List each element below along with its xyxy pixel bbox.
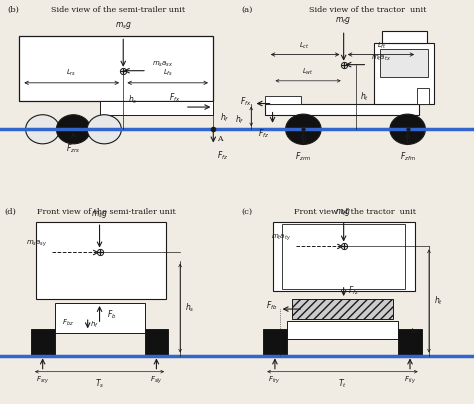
Text: $h_f$: $h_f$ — [235, 113, 244, 126]
Text: $T_s$: $T_s$ — [95, 378, 104, 390]
Text: $F_{fz}$: $F_{fz}$ — [217, 149, 228, 162]
Text: Side view of the semi-trailer unit: Side view of the semi-trailer unit — [52, 6, 185, 14]
Text: Side view of the tractor  unit: Side view of the tractor unit — [309, 6, 426, 14]
Text: $h_s$: $h_s$ — [128, 94, 137, 106]
Text: $m_t g$: $m_t g$ — [336, 15, 352, 26]
Bar — [287, 321, 398, 339]
Circle shape — [56, 115, 91, 144]
Text: $F_{sry}$: $F_{sry}$ — [36, 375, 49, 386]
Bar — [398, 329, 422, 356]
Bar — [282, 224, 405, 289]
Text: Front view of the semi-trailer unit: Front view of the semi-trailer unit — [37, 208, 176, 216]
Text: $m_t g$: $m_t g$ — [336, 207, 352, 218]
Bar — [265, 104, 419, 115]
Text: $F_{fz}$: $F_{fz}$ — [258, 128, 269, 140]
Text: $T_t$: $T_t$ — [338, 378, 347, 390]
Text: $F_{fb}$: $F_{fb}$ — [266, 300, 277, 312]
Text: $F_{sly}$: $F_{sly}$ — [150, 375, 163, 386]
Bar — [292, 299, 393, 319]
Text: $L_{rs}$: $L_{rs}$ — [66, 67, 76, 78]
Text: B: B — [301, 137, 306, 145]
Text: $L_{ct}$: $L_{ct}$ — [299, 40, 310, 50]
Text: $L_{wt}$: $L_{wt}$ — [302, 67, 314, 77]
Bar — [145, 329, 168, 356]
Bar — [417, 88, 429, 104]
Text: $F_{zrm}$: $F_{zrm}$ — [295, 151, 311, 163]
Circle shape — [87, 115, 121, 144]
Text: Front view of the tractor  unit: Front view of the tractor unit — [294, 208, 417, 216]
Text: (b): (b) — [7, 6, 19, 14]
Circle shape — [390, 114, 425, 144]
Bar — [19, 36, 213, 101]
Text: $m_s a_{sy}$: $m_s a_{sy}$ — [26, 239, 47, 249]
Text: A: A — [217, 135, 222, 143]
Text: (a): (a) — [242, 6, 253, 14]
Text: $F_{fx}$: $F_{fx}$ — [240, 95, 251, 108]
Text: $L_{fs}$: $L_{fs}$ — [163, 67, 173, 78]
Text: $F_{zrs}$: $F_{zrs}$ — [66, 142, 81, 155]
Bar — [380, 50, 428, 77]
Text: $m_t a_{tx}$: $m_t a_{tx}$ — [371, 53, 391, 63]
Bar — [263, 329, 287, 356]
Bar — [273, 222, 415, 291]
Circle shape — [285, 114, 321, 144]
Bar — [36, 222, 166, 299]
Text: $h_t$: $h_t$ — [434, 295, 443, 307]
Text: $h_f$: $h_f$ — [90, 320, 99, 330]
Text: $h_s$: $h_s$ — [185, 302, 194, 314]
Text: $m_t a_{ty}$: $m_t a_{ty}$ — [272, 233, 292, 243]
Text: (c): (c) — [242, 208, 253, 216]
Bar — [55, 303, 145, 333]
Bar — [374, 43, 434, 104]
Text: $h_f$: $h_f$ — [220, 112, 230, 124]
Text: $h_t$: $h_t$ — [360, 91, 369, 103]
Text: $L_{ft}$: $L_{ft}$ — [377, 40, 386, 50]
Text: $m_s a_{sx}$: $m_s a_{sx}$ — [152, 59, 173, 69]
Text: $h_f$: $h_f$ — [410, 327, 419, 337]
Text: $F_{fz}$: $F_{fz}$ — [348, 285, 360, 297]
Text: $F_{tly}$: $F_{tly}$ — [404, 375, 416, 386]
Text: $F_{try}$: $F_{try}$ — [268, 375, 282, 386]
Circle shape — [26, 115, 60, 144]
Bar — [265, 96, 301, 104]
Bar — [100, 101, 213, 115]
Text: $m_s g$: $m_s g$ — [91, 209, 108, 220]
Text: $F_{zfm}$: $F_{zfm}$ — [400, 151, 416, 163]
Text: (d): (d) — [5, 208, 17, 216]
Text: $m_s g$: $m_s g$ — [115, 20, 132, 32]
Bar — [31, 329, 55, 356]
Text: $F_{bz}$: $F_{bz}$ — [62, 318, 73, 328]
Text: $F_b$: $F_b$ — [107, 309, 116, 321]
Bar — [382, 31, 427, 43]
Text: C: C — [405, 137, 410, 145]
Text: $F_{fx}$: $F_{fx}$ — [169, 92, 180, 104]
